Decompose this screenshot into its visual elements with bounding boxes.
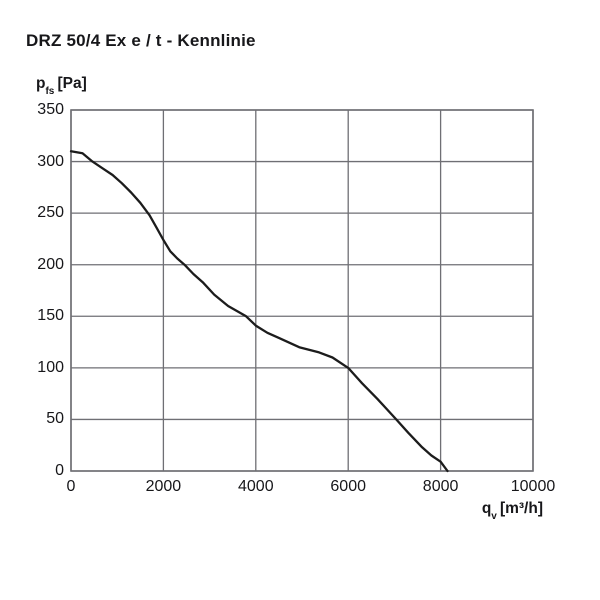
x-tick-label: 10000	[510, 478, 556, 495]
y-tick-label: 250	[37, 204, 64, 222]
x-tick-label: 4000	[238, 478, 274, 495]
x-axis-subscript: v	[491, 511, 497, 523]
y-tick-label: 200	[37, 255, 64, 273]
y-tick-label: 150	[37, 307, 64, 325]
chart-title: DRZ 50/4 Ex e / t - Kennlinie	[26, 31, 256, 50]
y-tick-label: 0	[55, 462, 64, 479]
x-tick-label: 6000	[330, 478, 366, 495]
plot-frame	[70, 109, 534, 472]
x-axis-unit: [m³/h]	[499, 500, 543, 517]
y-tick-label: 100	[37, 358, 64, 376]
x-axis-label: qv [m³/h]	[481, 500, 543, 522]
x-axis-symbol: q	[481, 500, 492, 517]
y-tick-label: 350	[37, 101, 64, 118]
y-axis-subscript: fs	[45, 86, 55, 98]
x-tick-label: 8000	[422, 478, 459, 495]
x-tick-label: 0	[66, 478, 76, 495]
fan-curve	[69, 150, 449, 473]
x-tick-label: 2000	[145, 478, 182, 495]
y-axis-label: pfs [Pa]	[36, 75, 87, 97]
y-tick-label: 300	[37, 152, 64, 170]
y-axis-unit: [Pa]	[57, 75, 87, 92]
y-axis-symbol: p	[36, 75, 46, 92]
y-tick-label: 50	[46, 410, 64, 428]
